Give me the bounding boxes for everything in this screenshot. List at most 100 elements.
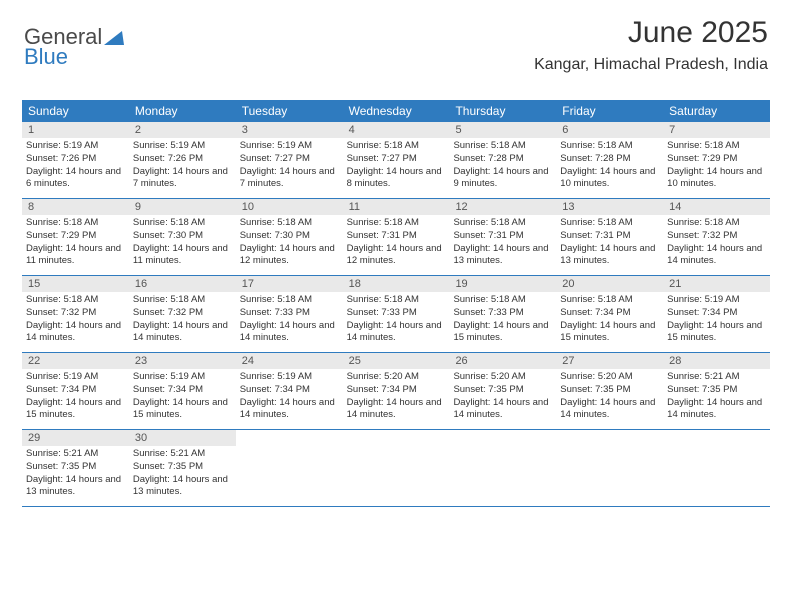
- day-cell: [236, 430, 343, 506]
- day-number: 9: [129, 199, 236, 215]
- day-body: Sunrise: 5:18 AMSunset: 7:31 PMDaylight:…: [556, 215, 663, 272]
- day-body: Sunrise: 5:20 AMSunset: 7:35 PMDaylight:…: [449, 369, 556, 426]
- day-cell: 12Sunrise: 5:18 AMSunset: 7:31 PMDayligh…: [449, 199, 556, 275]
- day-body: Sunrise: 5:19 AMSunset: 7:34 PMDaylight:…: [236, 369, 343, 426]
- week-row: 29Sunrise: 5:21 AMSunset: 7:35 PMDayligh…: [22, 430, 770, 507]
- day-number: 30: [129, 430, 236, 446]
- weekday-header-row: SundayMondayTuesdayWednesdayThursdayFrid…: [22, 100, 770, 122]
- day-number: 22: [22, 353, 129, 369]
- day-number: 13: [556, 199, 663, 215]
- logo-line2: Blue: [24, 44, 68, 70]
- day-body: Sunrise: 5:18 AMSunset: 7:32 PMDaylight:…: [129, 292, 236, 349]
- day-cell: 7Sunrise: 5:18 AMSunset: 7:29 PMDaylight…: [663, 122, 770, 198]
- day-cell: 27Sunrise: 5:20 AMSunset: 7:35 PMDayligh…: [556, 353, 663, 429]
- day-cell: 9Sunrise: 5:18 AMSunset: 7:30 PMDaylight…: [129, 199, 236, 275]
- day-body: Sunrise: 5:18 AMSunset: 7:33 PMDaylight:…: [343, 292, 450, 349]
- day-cell: [343, 430, 450, 506]
- day-number: 19: [449, 276, 556, 292]
- day-body: Sunrise: 5:18 AMSunset: 7:31 PMDaylight:…: [449, 215, 556, 272]
- day-number: 8: [22, 199, 129, 215]
- day-cell: 1Sunrise: 5:19 AMSunset: 7:26 PMDaylight…: [22, 122, 129, 198]
- day-cell: 21Sunrise: 5:19 AMSunset: 7:34 PMDayligh…: [663, 276, 770, 352]
- day-number: 27: [556, 353, 663, 369]
- day-number: 29: [22, 430, 129, 446]
- day-body: Sunrise: 5:19 AMSunset: 7:26 PMDaylight:…: [22, 138, 129, 195]
- logo-text-blue: Blue: [24, 44, 68, 70]
- day-number: 25: [343, 353, 450, 369]
- logo-sail-icon: [104, 31, 124, 45]
- day-cell: 30Sunrise: 5:21 AMSunset: 7:35 PMDayligh…: [129, 430, 236, 506]
- day-body: Sunrise: 5:18 AMSunset: 7:31 PMDaylight:…: [343, 215, 450, 272]
- weekday-header: Tuesday: [236, 100, 343, 122]
- day-number: 21: [663, 276, 770, 292]
- day-cell: 6Sunrise: 5:18 AMSunset: 7:28 PMDaylight…: [556, 122, 663, 198]
- weekday-header: Wednesday: [343, 100, 450, 122]
- day-body: Sunrise: 5:18 AMSunset: 7:28 PMDaylight:…: [449, 138, 556, 195]
- day-cell: 17Sunrise: 5:18 AMSunset: 7:33 PMDayligh…: [236, 276, 343, 352]
- header-block: June 2025 Kangar, Himachal Pradesh, Indi…: [534, 16, 768, 74]
- day-cell: 10Sunrise: 5:18 AMSunset: 7:30 PMDayligh…: [236, 199, 343, 275]
- day-body: Sunrise: 5:18 AMSunset: 7:28 PMDaylight:…: [556, 138, 663, 195]
- day-cell: 22Sunrise: 5:19 AMSunset: 7:34 PMDayligh…: [22, 353, 129, 429]
- day-number: 11: [343, 199, 450, 215]
- week-row: 1Sunrise: 5:19 AMSunset: 7:26 PMDaylight…: [22, 122, 770, 199]
- day-cell: 2Sunrise: 5:19 AMSunset: 7:26 PMDaylight…: [129, 122, 236, 198]
- weekday-header: Friday: [556, 100, 663, 122]
- weekday-header: Sunday: [22, 100, 129, 122]
- weekday-header: Saturday: [663, 100, 770, 122]
- day-body: Sunrise: 5:19 AMSunset: 7:34 PMDaylight:…: [129, 369, 236, 426]
- day-cell: 11Sunrise: 5:18 AMSunset: 7:31 PMDayligh…: [343, 199, 450, 275]
- day-number: 14: [663, 199, 770, 215]
- day-number: 6: [556, 122, 663, 138]
- weekday-header: Thursday: [449, 100, 556, 122]
- day-body: Sunrise: 5:18 AMSunset: 7:30 PMDaylight:…: [236, 215, 343, 272]
- day-cell: 15Sunrise: 5:18 AMSunset: 7:32 PMDayligh…: [22, 276, 129, 352]
- day-body: Sunrise: 5:20 AMSunset: 7:34 PMDaylight:…: [343, 369, 450, 426]
- day-body: Sunrise: 5:20 AMSunset: 7:35 PMDaylight:…: [556, 369, 663, 426]
- day-body: Sunrise: 5:18 AMSunset: 7:32 PMDaylight:…: [663, 215, 770, 272]
- day-cell: [556, 430, 663, 506]
- day-number: 15: [22, 276, 129, 292]
- week-row: 15Sunrise: 5:18 AMSunset: 7:32 PMDayligh…: [22, 276, 770, 353]
- day-cell: 4Sunrise: 5:18 AMSunset: 7:27 PMDaylight…: [343, 122, 450, 198]
- day-number: 1: [22, 122, 129, 138]
- day-cell: 25Sunrise: 5:20 AMSunset: 7:34 PMDayligh…: [343, 353, 450, 429]
- day-number: 26: [449, 353, 556, 369]
- location: Kangar, Himachal Pradesh, India: [534, 56, 768, 74]
- day-number: 24: [236, 353, 343, 369]
- day-body: Sunrise: 5:18 AMSunset: 7:34 PMDaylight:…: [556, 292, 663, 349]
- day-body: Sunrise: 5:19 AMSunset: 7:27 PMDaylight:…: [236, 138, 343, 195]
- day-body: Sunrise: 5:18 AMSunset: 7:33 PMDaylight:…: [236, 292, 343, 349]
- month-title: June 2025: [534, 16, 768, 50]
- day-cell: 19Sunrise: 5:18 AMSunset: 7:33 PMDayligh…: [449, 276, 556, 352]
- day-body: Sunrise: 5:19 AMSunset: 7:34 PMDaylight:…: [663, 292, 770, 349]
- day-cell: 23Sunrise: 5:19 AMSunset: 7:34 PMDayligh…: [129, 353, 236, 429]
- day-cell: 28Sunrise: 5:21 AMSunset: 7:35 PMDayligh…: [663, 353, 770, 429]
- day-number: 23: [129, 353, 236, 369]
- day-cell: [663, 430, 770, 506]
- day-cell: 13Sunrise: 5:18 AMSunset: 7:31 PMDayligh…: [556, 199, 663, 275]
- day-cell: 8Sunrise: 5:18 AMSunset: 7:29 PMDaylight…: [22, 199, 129, 275]
- day-number: 10: [236, 199, 343, 215]
- day-body: Sunrise: 5:18 AMSunset: 7:29 PMDaylight:…: [663, 138, 770, 195]
- day-cell: 24Sunrise: 5:19 AMSunset: 7:34 PMDayligh…: [236, 353, 343, 429]
- day-body: Sunrise: 5:21 AMSunset: 7:35 PMDaylight:…: [22, 446, 129, 503]
- day-number: 18: [343, 276, 450, 292]
- day-body: Sunrise: 5:18 AMSunset: 7:30 PMDaylight:…: [129, 215, 236, 272]
- day-body: Sunrise: 5:21 AMSunset: 7:35 PMDaylight:…: [663, 369, 770, 426]
- day-cell: 3Sunrise: 5:19 AMSunset: 7:27 PMDaylight…: [236, 122, 343, 198]
- day-number: 7: [663, 122, 770, 138]
- week-row: 22Sunrise: 5:19 AMSunset: 7:34 PMDayligh…: [22, 353, 770, 430]
- day-cell: 26Sunrise: 5:20 AMSunset: 7:35 PMDayligh…: [449, 353, 556, 429]
- calendar: SundayMondayTuesdayWednesdayThursdayFrid…: [22, 100, 770, 507]
- day-cell: 14Sunrise: 5:18 AMSunset: 7:32 PMDayligh…: [663, 199, 770, 275]
- day-number: 5: [449, 122, 556, 138]
- day-body: Sunrise: 5:18 AMSunset: 7:33 PMDaylight:…: [449, 292, 556, 349]
- day-cell: 5Sunrise: 5:18 AMSunset: 7:28 PMDaylight…: [449, 122, 556, 198]
- day-number: 17: [236, 276, 343, 292]
- day-cell: 20Sunrise: 5:18 AMSunset: 7:34 PMDayligh…: [556, 276, 663, 352]
- day-body: Sunrise: 5:18 AMSunset: 7:32 PMDaylight:…: [22, 292, 129, 349]
- day-number: 3: [236, 122, 343, 138]
- day-body: Sunrise: 5:21 AMSunset: 7:35 PMDaylight:…: [129, 446, 236, 503]
- day-cell: [449, 430, 556, 506]
